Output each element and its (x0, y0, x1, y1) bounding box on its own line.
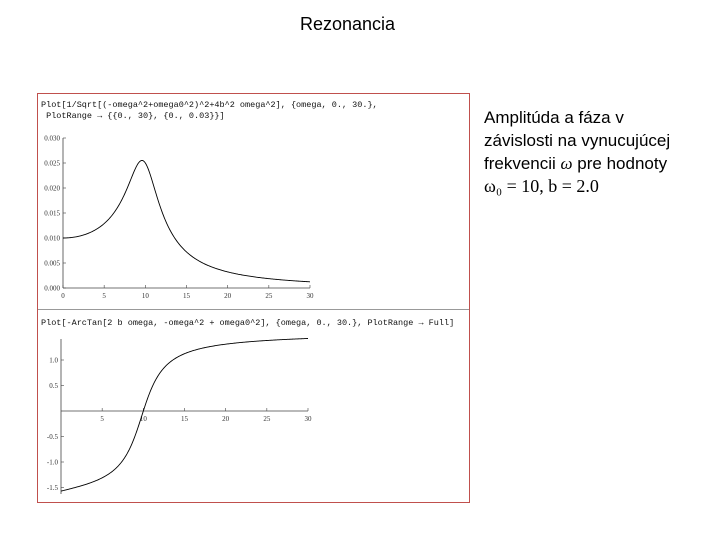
y-tick-label: 0.025 (44, 160, 60, 168)
mathematica-notebook-panel: Plot[1/Sqrt[(-omega^2+omega0^2)^2+4b^2 o… (37, 93, 470, 503)
x-tick-label: 30 (307, 292, 315, 300)
y-tick-label: -1.5 (47, 484, 59, 492)
y-tick-label: -0.5 (47, 433, 59, 441)
phase-chart: 1.0 0.5 -0.5 -1.0 -1.5 5 10 15 20 25 30 (47, 338, 313, 494)
x-tick-label: 20 (224, 292, 232, 300)
description-line2: závislosti na vynucujúcej (484, 131, 671, 150)
y-tick-label: 0.005 (44, 260, 60, 268)
description-line3-a: frekvencii (484, 154, 556, 173)
y-tick-label: 0.000 (44, 285, 60, 293)
y-tick-label: 0.5 (49, 382, 58, 390)
x-tick-label: 20 (222, 415, 230, 423)
description-text: Amplitúda a fáza v závislosti na vynucuj… (484, 106, 694, 198)
x-tick-label: 10 (142, 292, 150, 300)
y-tick-label: -1.0 (47, 459, 59, 467)
cell-divider (38, 309, 469, 310)
y-tick-label: 0.010 (44, 235, 60, 243)
phase-curve (60, 338, 309, 492)
x-tick-label: 5 (102, 292, 106, 300)
x-tick-label: 15 (181, 415, 189, 423)
plot1-code: Plot[1/Sqrt[(-omega^2+omega0^2)^2+4b^2 o… (41, 100, 378, 122)
x-tick-label: 25 (263, 415, 271, 423)
description-line3-b: pre hodnoty (577, 154, 668, 173)
x-tick-label: 15 (183, 292, 191, 300)
x-tick-label: 25 (265, 292, 273, 300)
x-tick-label: 10 (140, 415, 148, 423)
plot1-code-line2: PlotRange → {{0., 30}, {0., 0.03}}] (41, 111, 225, 121)
plot2-code: Plot[-ArcTan[2 b omega, -omega^2 + omega… (41, 318, 455, 328)
y-tick-label: 0.030 (44, 135, 60, 143)
slide-title: Rezonancia (299, 14, 396, 34)
y-tick-label: 0.015 (44, 210, 60, 218)
x-tick-label: 30 (305, 415, 313, 423)
amplitude-curve (63, 159, 311, 283)
amplitude-chart: 0.000 0.005 0.010 0.015 0.020 0.025 0.030 0 5 10 1… (44, 135, 315, 301)
omega-symbol: ω (560, 154, 573, 173)
description-line1: Amplitúda a fáza v (484, 108, 624, 127)
parameter-formula: ω₀ = 10, b = 2.0 (484, 176, 599, 196)
description-line3: frekvencii ω pre hodnoty (484, 152, 694, 175)
x-tick-label: 5 (100, 415, 104, 423)
y-tick-label: 1.0 (49, 357, 58, 365)
y-tick-label: 0.020 (44, 185, 60, 193)
x-tick-label: 0 (61, 292, 65, 300)
plot1-code-line1: Plot[1/Sqrt[(-omega^2+omega0^2)^2+4b^2 o… (41, 100, 378, 110)
